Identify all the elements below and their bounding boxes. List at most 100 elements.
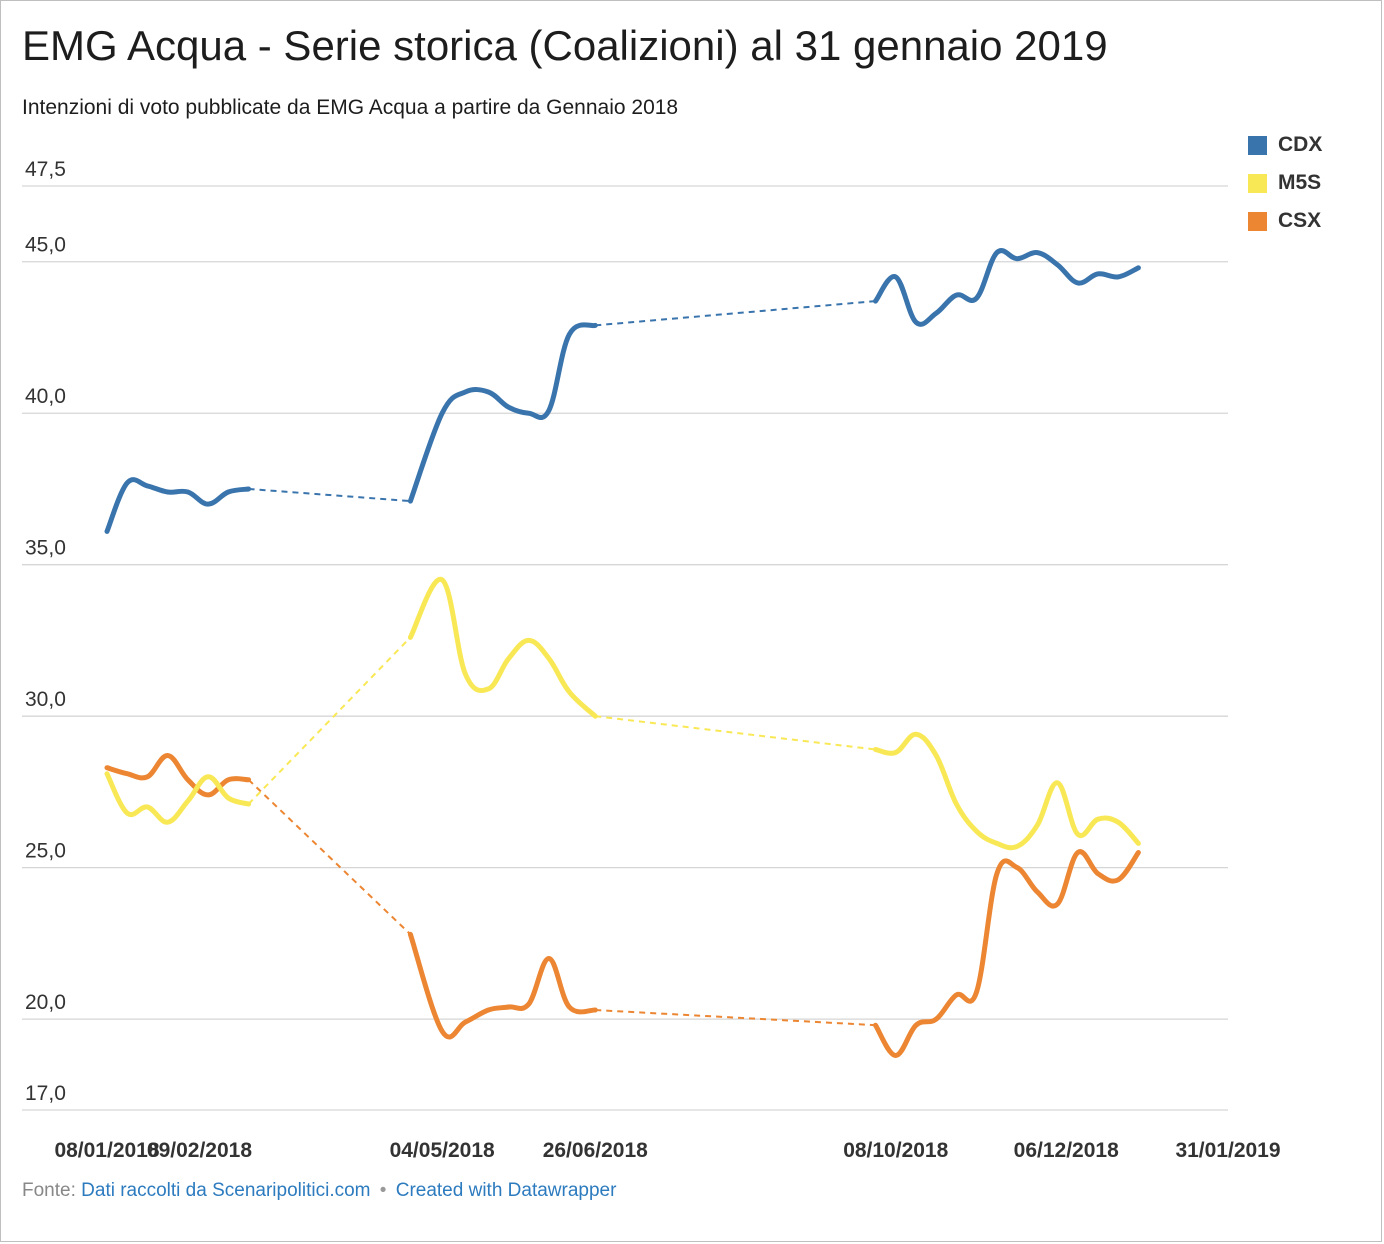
data-point-cdx[interactable] <box>1014 256 1020 262</box>
data-point-cdx[interactable] <box>205 501 211 507</box>
data-point-cdx[interactable] <box>566 331 572 337</box>
data-point-cdx[interactable] <box>439 410 445 416</box>
data-point-csx[interactable] <box>546 956 552 962</box>
data-point-cdx[interactable] <box>144 483 150 489</box>
data-point-csx[interactable] <box>994 871 1000 877</box>
data-point-cdx[interactable] <box>225 489 231 495</box>
data-point-csx[interactable] <box>1095 871 1101 877</box>
data-point-m5s[interactable] <box>592 713 598 719</box>
data-point-cdx[interactable] <box>1055 262 1061 268</box>
data-point-m5s[interactable] <box>526 637 532 643</box>
data-point-cdx[interactable] <box>873 298 879 304</box>
data-point-m5s[interactable] <box>462 671 468 677</box>
data-point-cdx[interactable] <box>994 250 1000 256</box>
data-point-csx[interactable] <box>1055 901 1061 907</box>
data-point-m5s[interactable] <box>1075 831 1081 837</box>
data-point-csx[interactable] <box>104 765 110 771</box>
data-point-csx[interactable] <box>246 777 252 783</box>
data-point-csx[interactable] <box>407 931 413 937</box>
data-point-m5s[interactable] <box>104 771 110 777</box>
series-line-cdx[interactable] <box>104 477 252 534</box>
data-point-csx[interactable] <box>893 1052 899 1058</box>
legend-item-csx[interactable]: CSX <box>1248 202 1322 240</box>
data-point-m5s[interactable] <box>1095 816 1101 822</box>
data-point-m5s[interactable] <box>165 819 171 825</box>
data-point-m5s[interactable] <box>485 686 491 692</box>
legend-item-cdx[interactable]: CDX <box>1248 126 1322 164</box>
series-line-csx[interactable] <box>104 753 252 798</box>
data-point-m5s[interactable] <box>893 750 899 756</box>
data-point-cdx[interactable] <box>104 528 110 534</box>
data-point-cdx[interactable] <box>165 489 171 495</box>
series-line-cdx[interactable] <box>407 322 598 504</box>
data-point-m5s[interactable] <box>144 804 150 810</box>
data-point-csx[interactable] <box>566 1004 572 1010</box>
data-point-csx[interactable] <box>1034 889 1040 895</box>
series-line-cdx[interactable] <box>873 248 1141 327</box>
data-point-cdx[interactable] <box>546 407 552 413</box>
data-point-csx[interactable] <box>592 1007 598 1013</box>
data-point-m5s[interactable] <box>974 828 980 834</box>
datawrapper-link[interactable]: Created with Datawrapper <box>395 1180 617 1201</box>
data-point-csx[interactable] <box>506 1004 512 1010</box>
data-point-m5s[interactable] <box>1055 780 1061 786</box>
data-point-cdx[interactable] <box>246 486 252 492</box>
data-point-m5s[interactable] <box>1034 822 1040 828</box>
data-point-cdx[interactable] <box>1095 271 1101 277</box>
data-point-csx[interactable] <box>124 771 130 777</box>
data-point-cdx[interactable] <box>953 292 959 298</box>
data-point-csx[interactable] <box>1075 849 1081 855</box>
data-point-cdx[interactable] <box>1075 280 1081 286</box>
data-point-csx[interactable] <box>1014 865 1020 871</box>
data-point-m5s[interactable] <box>566 689 572 695</box>
data-point-m5s[interactable] <box>205 774 211 780</box>
data-point-m5s[interactable] <box>546 656 552 662</box>
data-point-cdx[interactable] <box>933 310 939 316</box>
data-point-csx[interactable] <box>485 1007 491 1013</box>
data-point-m5s[interactable] <box>225 795 231 801</box>
data-point-cdx[interactable] <box>1135 265 1141 271</box>
legend-item-m5s[interactable]: M5S <box>1248 164 1322 202</box>
data-point-m5s[interactable] <box>994 840 1000 846</box>
source-link[interactable]: Dati raccolti da Scenaripolitici.com <box>81 1180 371 1201</box>
data-point-cdx[interactable] <box>485 389 491 395</box>
data-point-cdx[interactable] <box>893 274 899 280</box>
data-point-csx[interactable] <box>144 774 150 780</box>
data-point-cdx[interactable] <box>526 410 532 416</box>
data-point-csx[interactable] <box>462 1019 468 1025</box>
series-line-m5s[interactable] <box>104 771 252 825</box>
data-point-cdx[interactable] <box>124 480 130 486</box>
data-point-m5s[interactable] <box>933 753 939 759</box>
data-point-m5s[interactable] <box>124 810 130 816</box>
data-point-csx[interactable] <box>913 1022 919 1028</box>
data-point-m5s[interactable] <box>407 634 413 640</box>
series-line-csx[interactable] <box>873 849 1141 1058</box>
data-point-m5s[interactable] <box>1014 843 1020 849</box>
data-point-csx[interactable] <box>439 1028 445 1034</box>
series-line-csx[interactable] <box>407 931 598 1040</box>
data-point-m5s[interactable] <box>185 798 191 804</box>
data-point-csx[interactable] <box>185 777 191 783</box>
data-point-cdx[interactable] <box>462 389 468 395</box>
data-point-cdx[interactable] <box>1115 274 1121 280</box>
data-point-m5s[interactable] <box>246 801 252 807</box>
data-point-csx[interactable] <box>933 1016 939 1022</box>
data-point-cdx[interactable] <box>506 404 512 410</box>
data-point-m5s[interactable] <box>873 746 879 752</box>
data-point-csx[interactable] <box>1135 849 1141 855</box>
data-point-m5s[interactable] <box>439 577 445 583</box>
data-point-m5s[interactable] <box>953 801 959 807</box>
data-point-csx[interactable] <box>165 753 171 759</box>
data-point-csx[interactable] <box>953 992 959 998</box>
data-point-cdx[interactable] <box>913 319 919 325</box>
series-line-m5s[interactable] <box>407 577 598 719</box>
data-point-cdx[interactable] <box>592 322 598 328</box>
data-point-cdx[interactable] <box>407 498 413 504</box>
data-point-m5s[interactable] <box>1115 819 1121 825</box>
data-point-cdx[interactable] <box>185 489 191 495</box>
data-point-m5s[interactable] <box>913 731 919 737</box>
data-point-csx[interactable] <box>205 792 211 798</box>
data-point-csx[interactable] <box>873 1022 879 1028</box>
data-point-csx[interactable] <box>225 777 231 783</box>
data-point-m5s[interactable] <box>506 656 512 662</box>
